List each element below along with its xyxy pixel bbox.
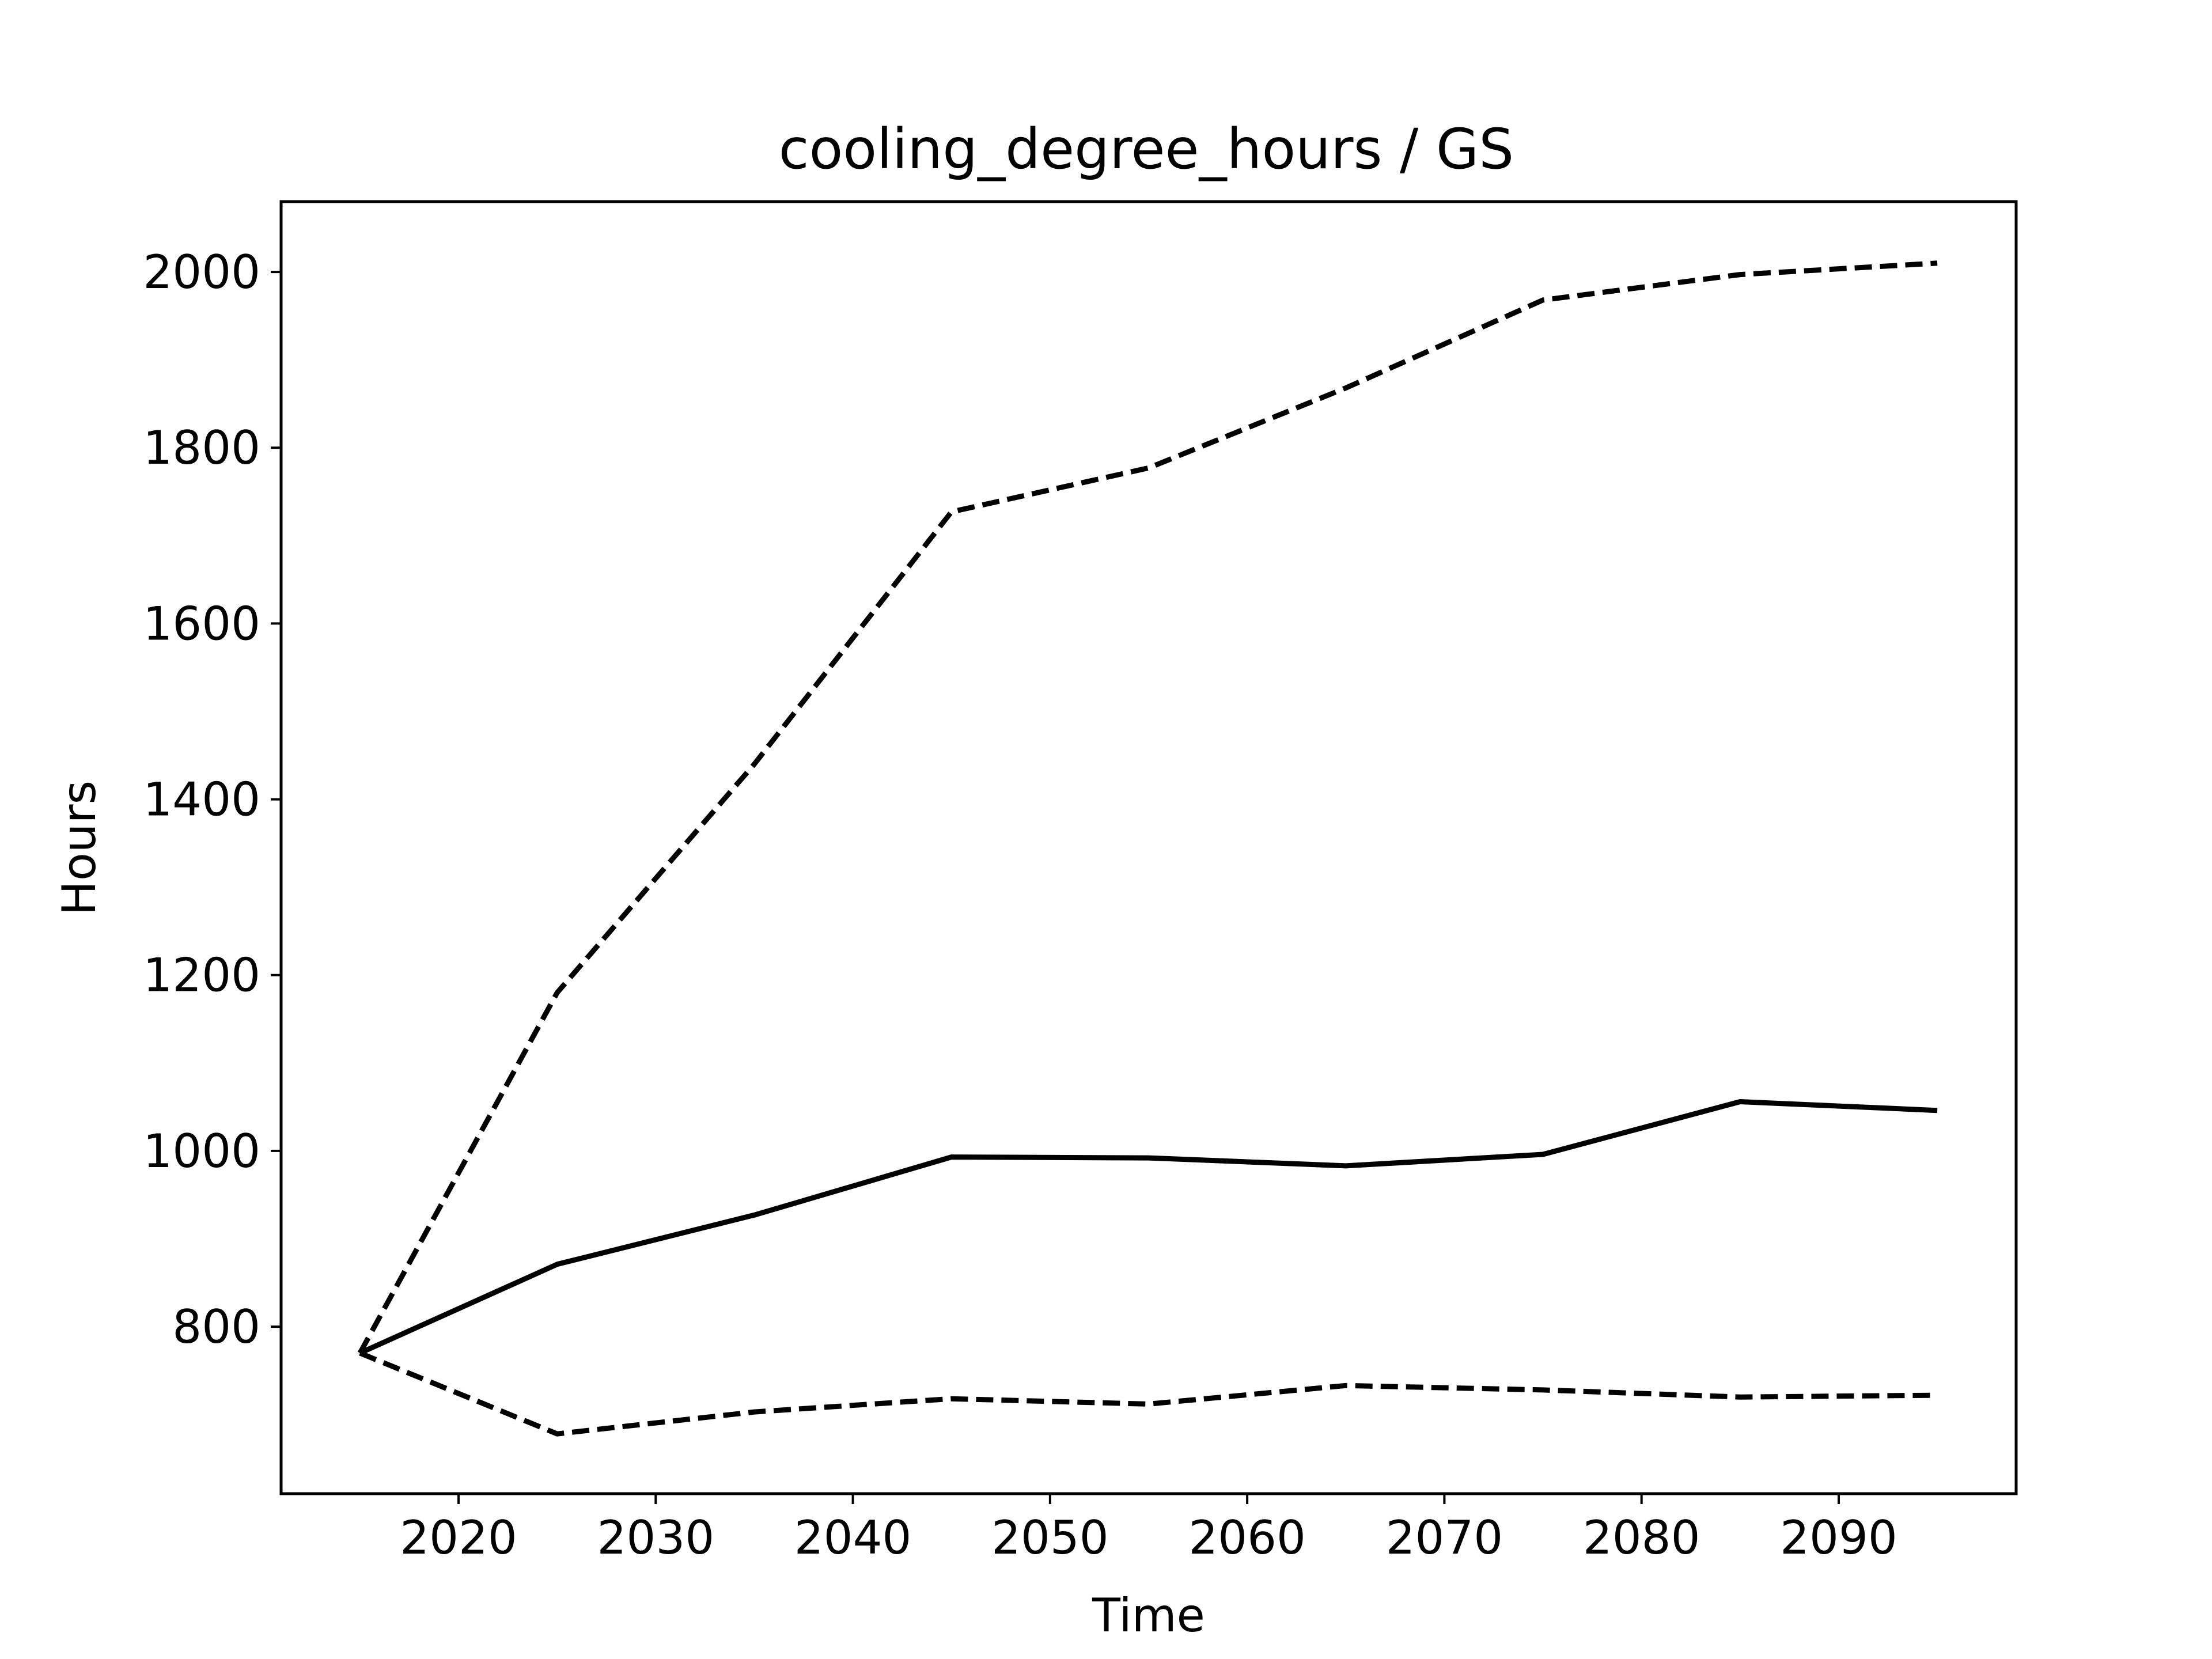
x-tick-label: 2050 — [991, 1511, 1109, 1565]
chart-title: cooling_degree_hours / GS — [779, 117, 1514, 181]
x-tick-label: 2030 — [597, 1511, 715, 1565]
x-tick-label: 2020 — [400, 1511, 517, 1565]
series-line-1-dashed — [357, 260, 1938, 1355]
x-tick-label: 2070 — [1386, 1511, 1503, 1565]
x-axis: 2020 2030 2040 2050 2060 2070 2080 2090 — [400, 1494, 1897, 1565]
y-tick-label: 1000 — [143, 1124, 260, 1178]
y-axis-label: Hours — [52, 781, 106, 915]
x-tick-label: 2040 — [794, 1511, 912, 1565]
plot-frame — [279, 200, 2018, 1495]
y-tick-label: 1200 — [143, 949, 260, 1002]
x-tick-label: 2090 — [1780, 1511, 1897, 1565]
plot-area — [357, 260, 1938, 1437]
y-axis: 800 1000 1200 1400 1600 1800 2000 — [143, 245, 281, 1354]
x-tick-label: 2080 — [1583, 1511, 1700, 1565]
series-line-3-dashed — [359, 1350, 1938, 1437]
series-line-2-solid — [359, 1099, 1938, 1356]
x-tick-label: 2060 — [1188, 1511, 1306, 1565]
y-tick-label: 1400 — [143, 773, 260, 827]
y-tick-label: 1600 — [143, 597, 260, 650]
y-tick-label: 1800 — [143, 421, 260, 475]
y-tick-label: 2000 — [143, 245, 260, 299]
y-tick-label: 800 — [172, 1300, 260, 1354]
x-axis-label: Time — [1092, 1589, 1205, 1642]
